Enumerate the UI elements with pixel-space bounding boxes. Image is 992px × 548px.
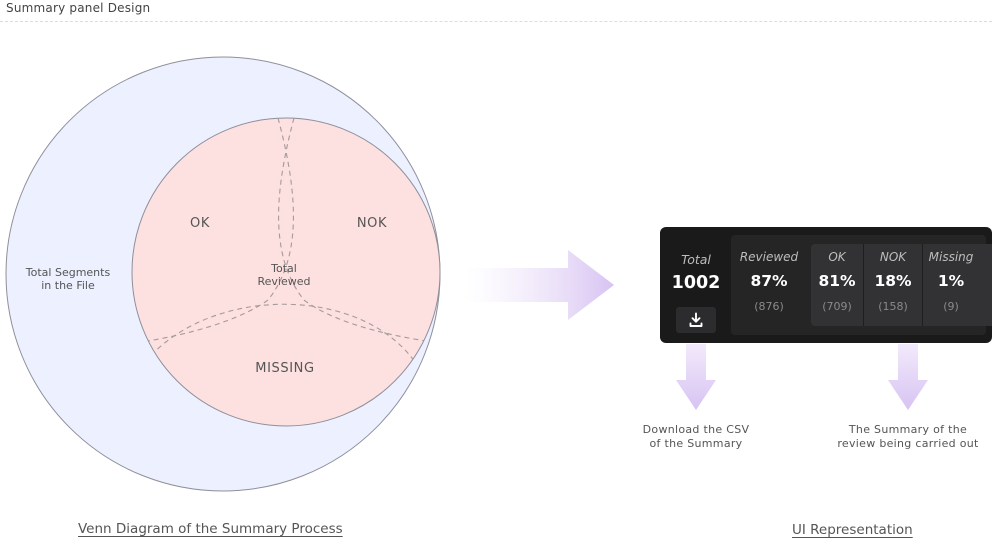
stats-separator [863,244,864,326]
total-value: 1002 [671,273,721,293]
summary-note: The Summary of the review being carried … [837,423,979,450]
summary-down-arrow [888,344,928,410]
reviewed-cell: Reviewed 87% (876) [736,250,802,313]
ok-count: (709) [822,300,852,313]
nok-segment-boundary [278,118,440,344]
ok-header: OK [828,250,846,264]
stats-separator [922,244,923,326]
nok-header: NOK [879,250,907,264]
venn-caption: Venn Diagram of the Summary Process [78,521,343,537]
reviewed-count: (876) [754,300,784,313]
download-csv-button[interactable] [676,307,716,333]
venn-missing-label: MISSING [255,361,315,376]
venn-diagram [5,56,441,492]
stats-box [811,244,992,326]
venn-nok-label: NOK [356,216,388,231]
ui-caption: UI Representation [792,522,913,538]
ok-segment-boundary [134,118,294,344]
venn-ok-label: OK [190,216,210,231]
nok-cell: NOK 18% (158) [865,250,921,313]
reviewed-header: Reviewed [739,250,799,264]
inner-circle [131,117,441,427]
download-icon [689,312,703,327]
total-cell: Total 1002 [668,252,724,293]
nok-value: 18% [874,272,912,290]
missing-count: (9) [943,300,959,313]
missing-segment-boundary [144,303,416,363]
missing-header: Missing [928,250,974,264]
page-title: Summary panel Design [6,1,151,15]
total-header: Total [681,252,711,267]
venn-outer-label: Total Segments in the File [25,266,111,292]
missing-cell: Missing 1% (9) [924,250,978,313]
nok-count: (158) [878,300,908,313]
download-note: Download the CSV of the Summary [642,423,750,450]
missing-value: 1% [937,272,965,290]
ok-value: 81% [818,272,856,290]
download-down-arrow [676,344,716,410]
venn-center-label: Total Reviewed [257,262,311,288]
summary-panel: Total 1002 Reviewed 87% (876) OK 81% (70… [660,227,992,343]
right-arrow [466,250,614,320]
reviewed-value: 87% [750,272,788,290]
title-divider [0,21,992,22]
ok-cell: OK 81% (709) [812,250,862,313]
